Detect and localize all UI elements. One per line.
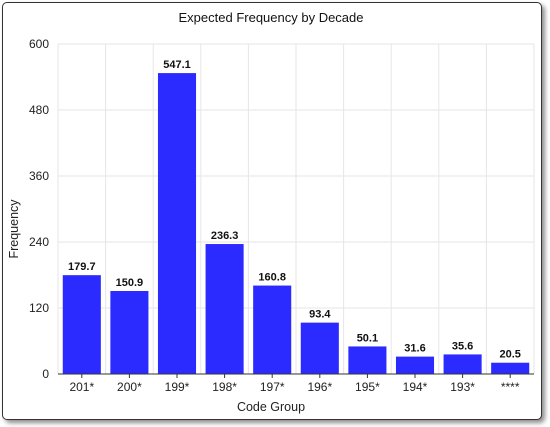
x-axis-ticks: 201* 200* 199* 198* 197* 196* 195* 194* 193* **** bbox=[69, 374, 520, 394]
bar bbox=[395, 356, 435, 374]
x-tick-label: 194* bbox=[403, 380, 428, 394]
chart-title: Expected Frequency by Decade bbox=[179, 10, 364, 25]
data-label: 31.6 bbox=[404, 343, 425, 355]
bar bbox=[253, 285, 292, 374]
y-tick-label: 600 bbox=[29, 37, 49, 51]
x-tick-label: 200* bbox=[117, 380, 142, 394]
x-tick-label: 197* bbox=[260, 380, 285, 394]
y-tick-label: 240 bbox=[29, 235, 49, 249]
x-tick-label: 196* bbox=[307, 380, 332, 394]
y-axis-ticks: 0 120 240 360 480 600 bbox=[29, 37, 49, 381]
y-tick-label: 360 bbox=[29, 169, 49, 183]
bars bbox=[62, 73, 530, 374]
data-labels: 179.7 150.9 547.1 236.3 160.8 93.4 50.1 31.6 35.… bbox=[68, 59, 521, 361]
bar bbox=[443, 354, 482, 374]
data-label: 236.3 bbox=[211, 230, 239, 242]
x-tick-label: 198* bbox=[212, 380, 237, 394]
bar bbox=[62, 275, 101, 374]
data-label: 20.5 bbox=[499, 349, 520, 361]
data-label: 547.1 bbox=[163, 59, 191, 71]
x-tick-label: 195* bbox=[355, 380, 380, 394]
bar bbox=[157, 73, 197, 374]
data-label: 160.8 bbox=[258, 272, 286, 284]
bar bbox=[110, 291, 149, 374]
x-tick-label: 199* bbox=[165, 380, 190, 394]
x-tick-label: 193* bbox=[450, 380, 475, 394]
bar bbox=[300, 322, 339, 374]
bar bbox=[491, 362, 530, 374]
bar bbox=[205, 244, 244, 374]
data-label: 35.6 bbox=[452, 340, 473, 352]
data-label: 150.9 bbox=[116, 277, 144, 289]
data-label: 179.7 bbox=[68, 261, 96, 273]
y-tick-label: 120 bbox=[29, 301, 49, 315]
y-tick-label: 480 bbox=[29, 103, 49, 117]
y-axis-label: Frequency bbox=[7, 199, 21, 259]
bar bbox=[348, 346, 387, 374]
x-tick-label: 201* bbox=[69, 380, 94, 394]
y-tick-label: 0 bbox=[42, 367, 49, 381]
data-label: 93.4 bbox=[309, 309, 331, 321]
x-tick-label: **** bbox=[501, 380, 520, 394]
x-axis-label: Code Group bbox=[237, 400, 305, 414]
data-label: 50.1 bbox=[357, 332, 378, 344]
